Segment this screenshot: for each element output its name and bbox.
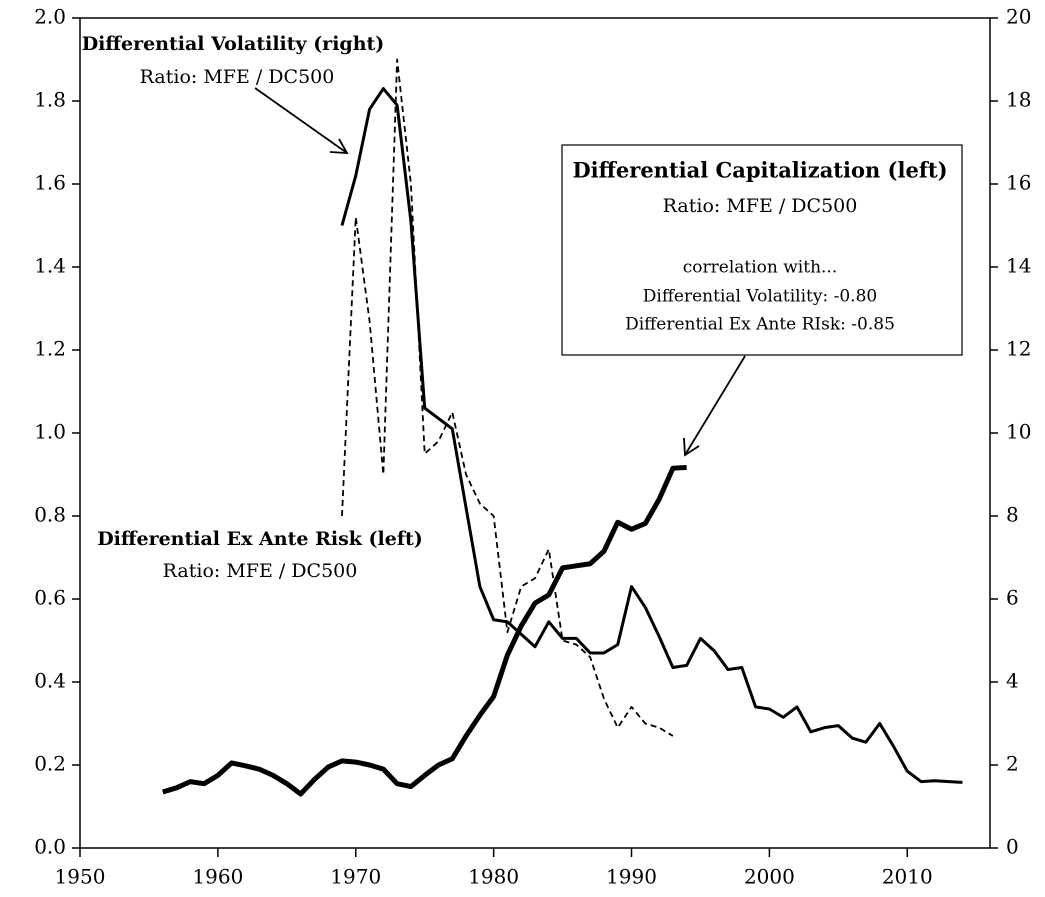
x-tick-label: 2000 [744, 865, 795, 889]
series-line [162, 464, 687, 797]
y-tick-label: 1.8 [34, 88, 66, 112]
y2-tick-label: 18 [1006, 88, 1031, 112]
x-tick-label: 1950 [55, 865, 106, 889]
plot-frame [79, 17, 991, 849]
correlation-volatility: Differential Volatility: -0.80 [643, 287, 877, 307]
correlation-ex-ante: Differential Ex Ante RIsk: -0.85 [625, 315, 895, 335]
x-tick-label: 2010 [882, 865, 933, 889]
x-tick-label: 1960 [192, 865, 243, 889]
volatility-label: Differential Volatility (right) [82, 33, 385, 55]
y-tick-label: 1.4 [34, 254, 66, 278]
x-tick-label: 1980 [468, 865, 519, 889]
volatility-sublabel: Ratio: MFE / DC500 [140, 66, 335, 88]
y-tick-label: 0.4 [34, 669, 66, 693]
ex-ante-sublabel: Ratio: MFE / DC500 [163, 560, 358, 582]
y2-tick-label: 8 [1006, 503, 1019, 527]
y2-tick-label: 4 [1006, 669, 1019, 693]
annotation-box [561, 144, 963, 356]
correlation-heading: correlation with... [683, 258, 837, 278]
y-tick-label: 0.0 [34, 835, 66, 859]
y-tick-label: 1.6 [34, 171, 66, 195]
capitalization-arrow [683, 355, 746, 457]
y-tick-label: 1.0 [34, 420, 66, 444]
y-tick-label: 2.0 [34, 5, 66, 29]
y-tick-label: 0.2 [34, 752, 66, 776]
y2-tick-label: 20 [1006, 5, 1031, 29]
series-line [341, 58, 674, 737]
y2-tick-label: 12 [1006, 337, 1031, 361]
y-tick-label: 1.2 [34, 337, 66, 361]
series-line [340, 87, 963, 784]
x-tick-label: 1990 [606, 865, 657, 889]
y2-tick-label: 2 [1006, 752, 1019, 776]
capitalization-label: Differential Capitalization (left) [572, 158, 947, 183]
y-tick-label: 0.8 [34, 503, 66, 527]
x-tick-label: 1970 [330, 865, 381, 889]
volatility-arrow [254, 87, 349, 154]
y2-tick-label: 10 [1006, 420, 1031, 444]
y2-tick-label: 14 [1006, 254, 1031, 278]
y2-tick-label: 16 [1006, 171, 1031, 195]
y2-tick-label: 6 [1006, 586, 1019, 610]
y-tick-label: 0.6 [34, 586, 66, 610]
y2-tick-label: 0 [1006, 835, 1019, 859]
ex-ante-label: Differential Ex Ante Risk (left) [97, 528, 423, 550]
capitalization-sublabel: Ratio: MFE / DC500 [663, 195, 858, 217]
